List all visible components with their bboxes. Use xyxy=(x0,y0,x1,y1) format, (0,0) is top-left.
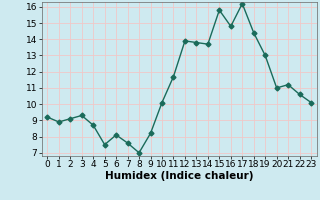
X-axis label: Humidex (Indice chaleur): Humidex (Indice chaleur) xyxy=(105,171,253,181)
